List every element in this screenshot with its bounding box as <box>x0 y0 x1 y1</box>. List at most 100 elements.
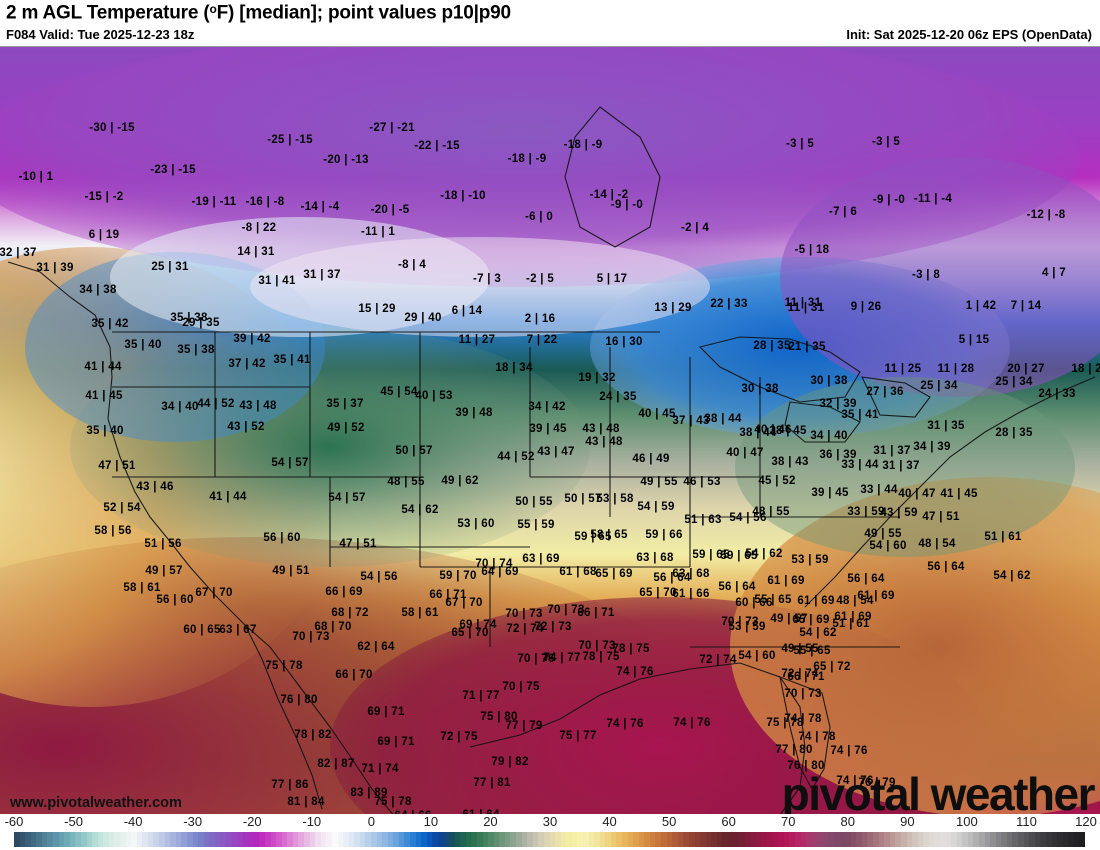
colorbar-swatch <box>86 832 93 847</box>
colorbar-swatch <box>449 832 455 847</box>
point-value: 37 | 42 <box>228 358 266 370</box>
colorbar-swatch <box>460 832 466 847</box>
colorbar-swatch <box>103 832 109 847</box>
point-value: 43 | 59 <box>880 507 918 519</box>
colorbar-swatch <box>1073 832 1080 847</box>
point-value: 40 | 47 <box>726 447 764 459</box>
point-value: -9 | -0 <box>610 199 644 211</box>
point-value: 25 | 34 <box>995 376 1033 388</box>
point-value: 38 | 44 <box>704 413 742 425</box>
colorbar-swatch <box>125 832 132 847</box>
point-value: 70 | 73 <box>784 688 822 700</box>
point-value: 40 | 53 <box>415 390 453 402</box>
colorbar-swatch <box>1034 832 1041 847</box>
colorbar-swatch <box>387 832 394 847</box>
colorbar-swatch <box>979 832 985 847</box>
point-value: 60 | 66 <box>735 597 773 609</box>
point-value: 63 | 67 <box>219 624 257 636</box>
point-value: 68 | 72 <box>331 607 369 619</box>
point-value: 54 | 62 <box>799 627 837 639</box>
colorbar-swatch <box>655 832 662 847</box>
colorbar-swatch <box>164 832 171 847</box>
point-value: 54 | 60 <box>869 540 907 552</box>
point-value: 70 | 74 <box>475 558 513 570</box>
point-value: 83 | 89 <box>350 787 388 799</box>
point-value: 44 | 52 <box>497 451 535 463</box>
point-value: -20 | -13 <box>323 154 369 166</box>
point-value: 79 | 82 <box>491 756 529 768</box>
colorbar-swatch <box>1029 832 1035 847</box>
map-viewport[interactable]: -10 | 1 -15 | -2 6 | 19 32 | 37 31 | 39 34 | … <box>0 46 1100 815</box>
colorbar-swatch <box>666 832 673 847</box>
point-value: 49 | 55 <box>781 643 819 655</box>
point-value: 18 | 22 <box>1071 363 1100 375</box>
point-value: 39 | 45 <box>529 423 567 435</box>
point-value: 51 | 61 <box>832 618 870 630</box>
point-value: 43 | 52 <box>227 421 265 433</box>
colorbar-swatch <box>722 832 728 847</box>
colorbar-swatch <box>750 832 756 847</box>
point-value: 59 | 66 <box>645 529 683 541</box>
colorbar-swatch <box>884 832 890 847</box>
point-value: 65 | 70 <box>451 627 489 639</box>
point-value: 44 | 52 <box>197 398 235 410</box>
point-value: 49 | 57 <box>770 613 808 625</box>
point-value: 65 | 69 <box>792 614 830 626</box>
point-value: 5 | 17 <box>596 273 628 285</box>
point-value: 31 | 39 <box>36 262 74 274</box>
point-value: 69 | 71 <box>367 706 405 718</box>
watermark-url: www.pivotalweather.com <box>10 795 182 811</box>
colorbar-tick: 90 <box>900 814 915 829</box>
colorbar-swatch <box>53 832 59 847</box>
point-value: 74 | 76 <box>606 718 644 730</box>
point-value: 38 | 43 <box>771 456 809 468</box>
point-value: -20 | -5 <box>370 204 410 216</box>
point-value: -9 | -0 <box>872 194 906 206</box>
point-value: 54 | 60 <box>738 650 776 662</box>
valid-time-label: F084 Valid: Tue 2025-12-23 18z <box>6 27 195 42</box>
point-value: 31 | 37 <box>303 269 341 281</box>
colorbar-gradient <box>14 832 1086 847</box>
colorbar-swatch <box>973 832 980 847</box>
point-value: 56 | 64 <box>718 581 756 593</box>
colorbar-swatch <box>426 832 433 847</box>
colorbar-swatch <box>828 832 834 847</box>
colorbar-swatch <box>36 832 42 847</box>
colorbar-swatch <box>638 832 645 847</box>
point-value: 59 | 65 <box>574 531 612 543</box>
point-value: -7 | 3 <box>472 273 502 285</box>
colorbar-tick: -20 <box>242 814 262 829</box>
point-value: 35 | 41 <box>273 354 311 366</box>
colorbar-swatch <box>761 832 768 847</box>
point-value: -22 | -15 <box>414 140 460 152</box>
colorbar-swatch <box>359 832 366 847</box>
point-value: 63 | 69 <box>522 553 560 565</box>
point-value: 41 | 44 <box>209 491 247 503</box>
point-value: 59 | 70 <box>439 570 477 582</box>
point-value: 46 | 53 <box>683 476 721 488</box>
colorbar-swatch <box>365 832 371 847</box>
colorbar-swatch <box>588 832 595 847</box>
point-value: 14 | 31 <box>237 246 275 258</box>
point-value: 31 | 37 <box>882 460 920 472</box>
point-value: 39 | 42 <box>233 333 271 345</box>
colorbar-swatch <box>962 832 968 847</box>
point-value: 45 | 54 <box>380 386 418 398</box>
colorbar-swatch <box>755 832 762 847</box>
colorbar-swatch <box>476 832 483 847</box>
point-value: 59 | 65 <box>720 550 758 562</box>
point-value: 51 | 63 <box>684 514 722 526</box>
colorbar-swatch <box>119 832 126 847</box>
point-value: 9 | 26 <box>850 301 882 313</box>
point-value: 55 | 65 <box>754 594 792 606</box>
point-value: -18 | -9 <box>507 153 547 165</box>
page-title: 2 m AGL Temperature (oF) [median]; point… <box>6 2 511 24</box>
colorbar-swatch <box>242 832 249 847</box>
point-value: 66 | 71 <box>577 607 615 619</box>
colorbar-swatch <box>493 832 500 847</box>
point-value: 54 | 56 <box>729 512 767 524</box>
colorbar-tick: 10 <box>423 814 439 829</box>
point-value: 65 | 69 <box>595 568 633 580</box>
colorbar-tick: 70 <box>780 814 796 829</box>
point-value: 28 | 35 <box>753 340 791 352</box>
